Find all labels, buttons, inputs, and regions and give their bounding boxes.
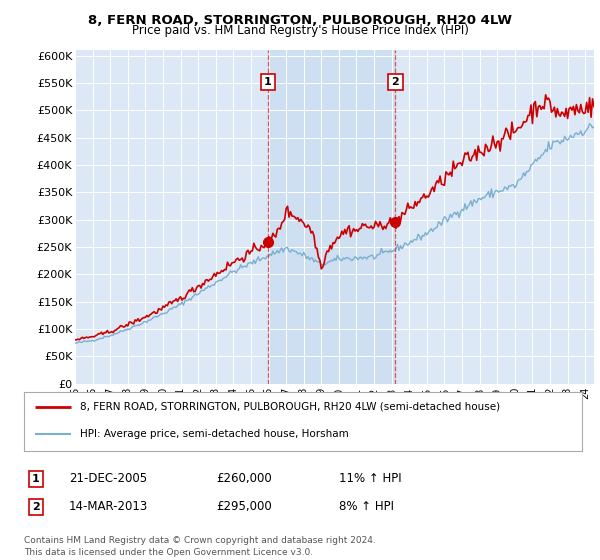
Text: 14-MAR-2013: 14-MAR-2013 <box>69 500 148 514</box>
Text: 11% ↑ HPI: 11% ↑ HPI <box>339 472 401 486</box>
Text: Contains HM Land Registry data © Crown copyright and database right 2024.
This d: Contains HM Land Registry data © Crown c… <box>24 536 376 557</box>
Text: 1: 1 <box>32 474 40 484</box>
Text: HPI: Average price, semi-detached house, Horsham: HPI: Average price, semi-detached house,… <box>80 430 349 440</box>
Text: 8% ↑ HPI: 8% ↑ HPI <box>339 500 394 514</box>
Text: £295,000: £295,000 <box>216 500 272 514</box>
Text: Price paid vs. HM Land Registry's House Price Index (HPI): Price paid vs. HM Land Registry's House … <box>131 24 469 37</box>
Text: 1: 1 <box>264 77 272 87</box>
Bar <box>268 50 395 384</box>
Text: 8, FERN ROAD, STORRINGTON, PULBOROUGH, RH20 4LW: 8, FERN ROAD, STORRINGTON, PULBOROUGH, R… <box>88 14 512 27</box>
Text: 21-DEC-2005: 21-DEC-2005 <box>69 472 147 486</box>
Text: 8, FERN ROAD, STORRINGTON, PULBOROUGH, RH20 4LW (semi-detached house): 8, FERN ROAD, STORRINGTON, PULBOROUGH, R… <box>80 402 500 412</box>
Text: £260,000: £260,000 <box>216 472 272 486</box>
Text: 2: 2 <box>391 77 399 87</box>
Text: 2: 2 <box>32 502 40 512</box>
